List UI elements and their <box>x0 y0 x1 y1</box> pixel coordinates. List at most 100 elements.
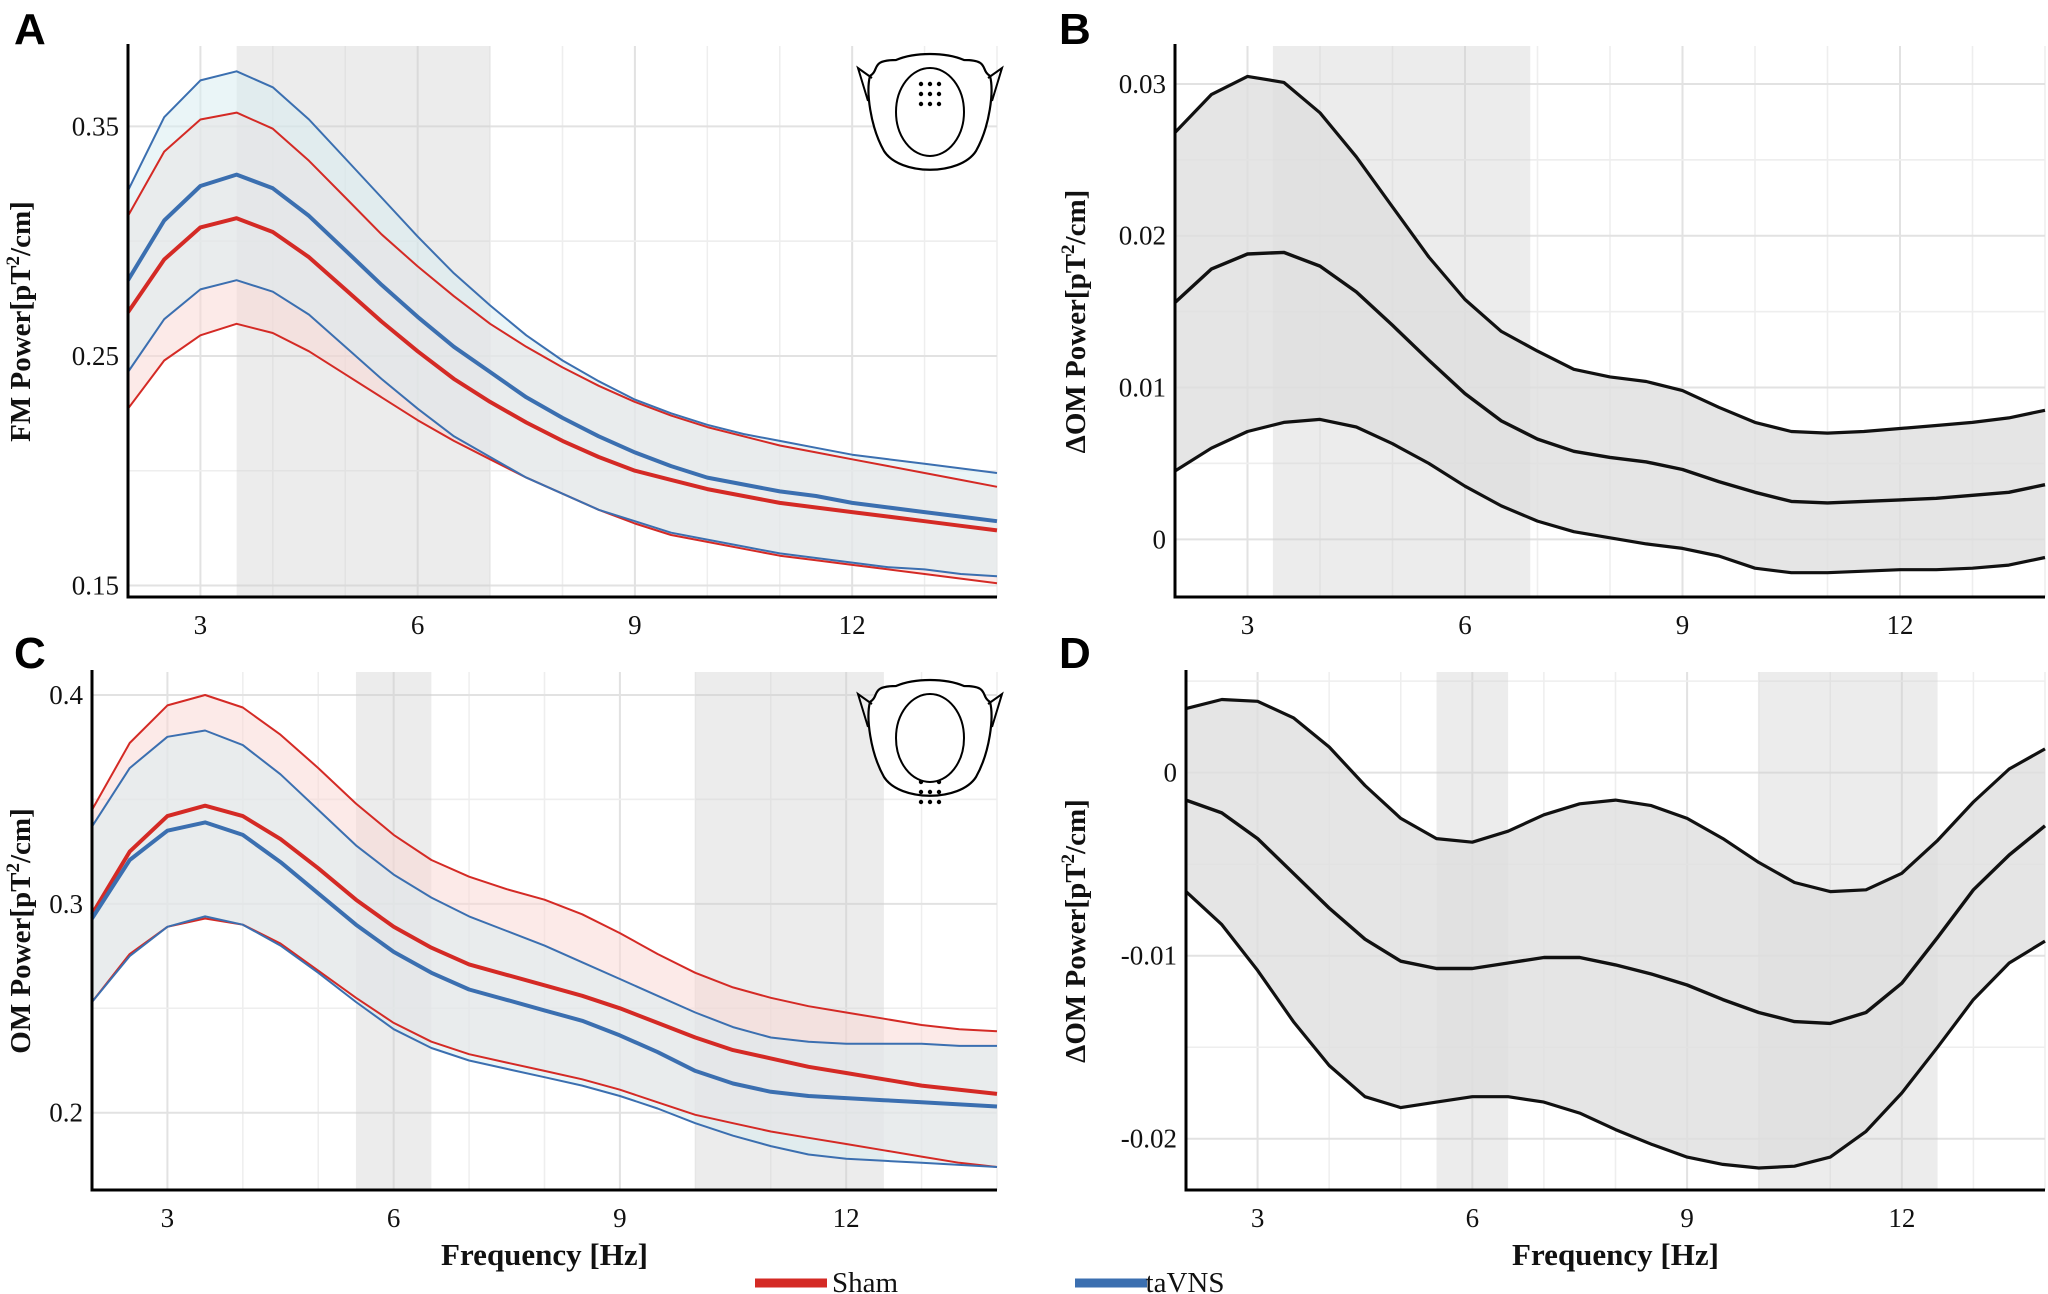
panel-b: B 3 6 9 12 0 0.01 0.02 0.03 ΔOM Power[pT2/cm] <box>1058 5 2046 640</box>
y-axis-label-tail: /cm] <box>5 201 37 257</box>
mean-line-sham <box>90 803 998 1096</box>
y-axis-label-tail: /cm] <box>5 808 37 864</box>
x-tick-label: 6 <box>387 1203 401 1233</box>
y-axis-label-tail: /cm] <box>1060 190 1092 246</box>
x-tick-label: 6 <box>1466 1203 1480 1233</box>
x-tick-label: 9 <box>613 1203 627 1233</box>
sensor-dot <box>918 91 924 97</box>
sensor-dot <box>936 779 942 785</box>
y-tick-label: 0 <box>1153 524 1167 554</box>
x-tick-label: 3 <box>1251 1203 1265 1233</box>
sensor-dot <box>936 81 942 87</box>
y-axis-label-main: ΔOM Power[pT <box>1060 254 1092 453</box>
y-axis-label: ΔOM Power[pT2/cm] <box>1058 190 1092 454</box>
y-tick-label: 0.3 <box>49 889 83 919</box>
x-tick-label: 9 <box>628 610 642 640</box>
y-tick-label: 0.01 <box>1119 373 1166 403</box>
sensor-dot <box>918 779 924 785</box>
ci-lower-line-tavns <box>91 915 998 1168</box>
y-axis-label: OM Power[pT2/cm] <box>3 808 37 1053</box>
ci-lower-line-difference <box>1174 417 2046 575</box>
sensor-dot <box>927 101 933 107</box>
sensor-dot <box>918 789 924 795</box>
x-tick-label: 12 <box>833 1203 860 1233</box>
sensor-dot <box>918 81 924 87</box>
sensor-dot <box>936 101 942 107</box>
sensor-layout-occipital-icon <box>856 678 1004 805</box>
left-ear <box>856 691 873 728</box>
ci-upper-line-tavns <box>91 729 997 1047</box>
mean-line-difference <box>1185 798 2047 1026</box>
panel-d: D 3 6 9 12 -0.02 -0.01 0 ΔOM Power[pT2/cm] Freque… <box>1058 629 2047 1272</box>
x-axis-label: Frequency [Hz] <box>441 1237 648 1272</box>
ci-lower-line-difference <box>1184 890 2046 1170</box>
y-axis-label-superscript: 2 <box>1058 854 1079 864</box>
y-tick-label: 0.02 <box>1119 221 1166 251</box>
y-axis-label-superscript: 2 <box>3 256 24 266</box>
y-axis-label-superscript: 2 <box>1058 244 1079 254</box>
y-axis-label-superscript: 2 <box>3 863 24 873</box>
sensor-dot <box>936 799 942 805</box>
y-axis-label: ΔOM Power[pT2/cm] <box>1058 799 1092 1063</box>
x-tick-label: 12 <box>1887 610 1914 640</box>
x-tick-label: 3 <box>161 1203 175 1233</box>
x-tick-label: 3 <box>194 610 208 640</box>
x-tick-label: 9 <box>1676 610 1690 640</box>
ci-upper-line-sham <box>91 694 998 1033</box>
sensor-dot <box>918 799 924 805</box>
legend-label-sham: Sham <box>832 1267 899 1294</box>
sensor-layout-frontal-icon <box>856 52 1004 171</box>
y-tick-label: 0.25 <box>72 341 119 371</box>
brain-outline <box>895 67 965 157</box>
x-tick-label: 6 <box>411 610 425 640</box>
brain-outline <box>895 693 965 783</box>
y-axis-label-main: FM Power[pT <box>5 265 37 441</box>
y-tick-label: -0.01 <box>1121 941 1177 971</box>
panel-label: D <box>1059 629 1091 678</box>
y-tick-label: 0.35 <box>72 111 119 141</box>
y-axis-label-tail: /cm] <box>1060 799 1092 855</box>
y-tick-label: 0.03 <box>1119 69 1166 99</box>
y-tick-label: 0.2 <box>49 1098 83 1128</box>
mean-line-tavns <box>90 820 998 1109</box>
x-tick-label: 6 <box>1458 610 1472 640</box>
mean-line-sham <box>126 216 998 533</box>
y-axis-label: FM Power[pT2/cm] <box>3 201 37 442</box>
x-tick-label: 12 <box>839 610 866 640</box>
legend-label-tavns: taVNS <box>1146 1267 1225 1294</box>
sensor-dot <box>927 91 933 97</box>
panel-a: A 3 6 9 12 0.15 0.25 0.35 FM Power[pT2/cm] <box>3 5 1004 640</box>
y-tick-label: 0.15 <box>72 571 119 601</box>
ci-upper-line-difference <box>1173 74 2046 435</box>
panel-c: C 3 6 9 12 0.2 0.3 0.4 OM Power[pT2/cm] Frequency… <box>3 629 1004 1272</box>
y-tick-label: 0.4 <box>49 680 83 710</box>
mean-line-difference <box>1173 250 2046 505</box>
y-tick-label: -0.02 <box>1121 1124 1177 1154</box>
sensor-dot <box>927 799 933 805</box>
x-tick-label: 9 <box>1680 1203 1694 1233</box>
y-tick-label: 0 <box>1164 758 1178 788</box>
ci-upper-line-difference <box>1185 697 2046 894</box>
ci-band-difference <box>1175 76 2045 573</box>
panel-label: A <box>14 5 46 54</box>
sensor-dot <box>918 101 924 107</box>
sensor-dot <box>936 789 942 795</box>
sensor-dot <box>927 81 933 87</box>
ci-upper-line-tavns <box>127 70 998 474</box>
ci-band-difference <box>1186 699 2045 1168</box>
x-axis-label: Frequency [Hz] <box>1512 1237 1719 1272</box>
left-ear <box>856 65 873 102</box>
mean-line-tavns <box>126 172 998 524</box>
legend: Sham taVNS <box>755 1267 1224 1294</box>
sensor-dot <box>927 789 933 795</box>
x-tick-label: 12 <box>1888 1203 1915 1233</box>
ci-lower-line-tavns <box>127 279 998 578</box>
sensor-dot <box>936 91 942 97</box>
x-tick-label: 3 <box>1241 610 1255 640</box>
y-axis-label-main: OM Power[pT <box>5 873 37 1054</box>
right-ear <box>987 691 1004 728</box>
panel-label: B <box>1059 5 1091 54</box>
y-axis-label-main: ΔOM Power[pT <box>1060 863 1092 1062</box>
panel-label: C <box>14 629 46 678</box>
ci-upper-line-sham <box>127 111 998 488</box>
